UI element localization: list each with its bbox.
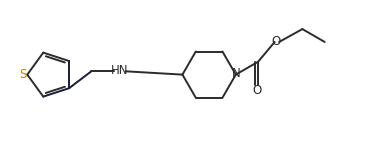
Text: O: O	[252, 84, 262, 97]
Text: S: S	[19, 68, 26, 81]
Text: O: O	[272, 35, 280, 48]
Text: HN: HN	[110, 64, 128, 77]
Text: N: N	[232, 67, 241, 80]
